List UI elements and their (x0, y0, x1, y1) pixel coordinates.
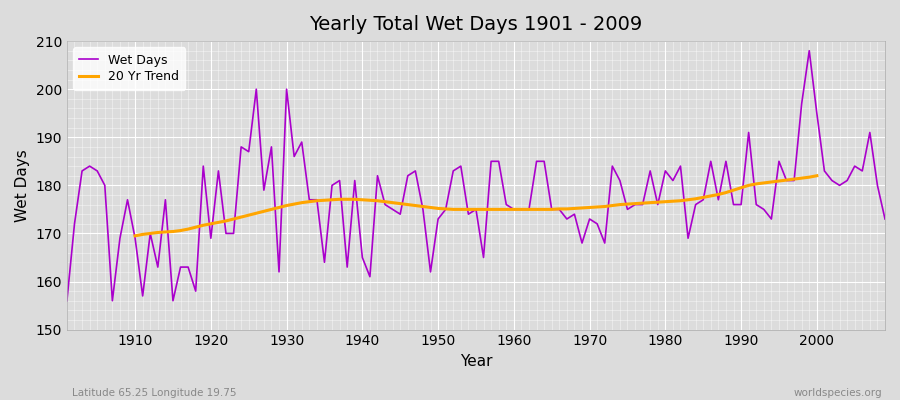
Line: 20 Yr Trend: 20 Yr Trend (135, 176, 817, 236)
Wet Days (599, 241, 610, 246)
Wet Days (334, 178, 345, 183)
Wet Days (122, 197, 133, 202)
20 Yr Trend (501, 207, 512, 212)
Wet Days (289, 154, 300, 159)
Wet Days (879, 217, 890, 222)
Y-axis label: Wet Days: Wet Days (15, 149, 30, 222)
20 Yr Trend (289, 202, 300, 206)
Title: Yearly Total Wet Days 1901 - 2009: Yearly Total Wet Days 1901 - 2009 (310, 15, 643, 34)
Text: Latitude 65.25 Longitude 19.75: Latitude 65.25 Longitude 19.75 (72, 388, 237, 398)
Wet Days (61, 298, 72, 303)
20 Yr Trend (508, 207, 519, 212)
X-axis label: Year: Year (460, 354, 492, 369)
Wet Days (508, 207, 519, 212)
Line: Wet Days: Wet Days (67, 51, 885, 301)
20 Yr Trend (334, 197, 345, 202)
Wet Days (804, 48, 814, 53)
Wet Days (501, 202, 512, 207)
Text: worldspecies.org: worldspecies.org (794, 388, 882, 398)
20 Yr Trend (599, 204, 610, 209)
Legend: Wet Days, 20 Yr Trend: Wet Days, 20 Yr Trend (73, 47, 185, 90)
